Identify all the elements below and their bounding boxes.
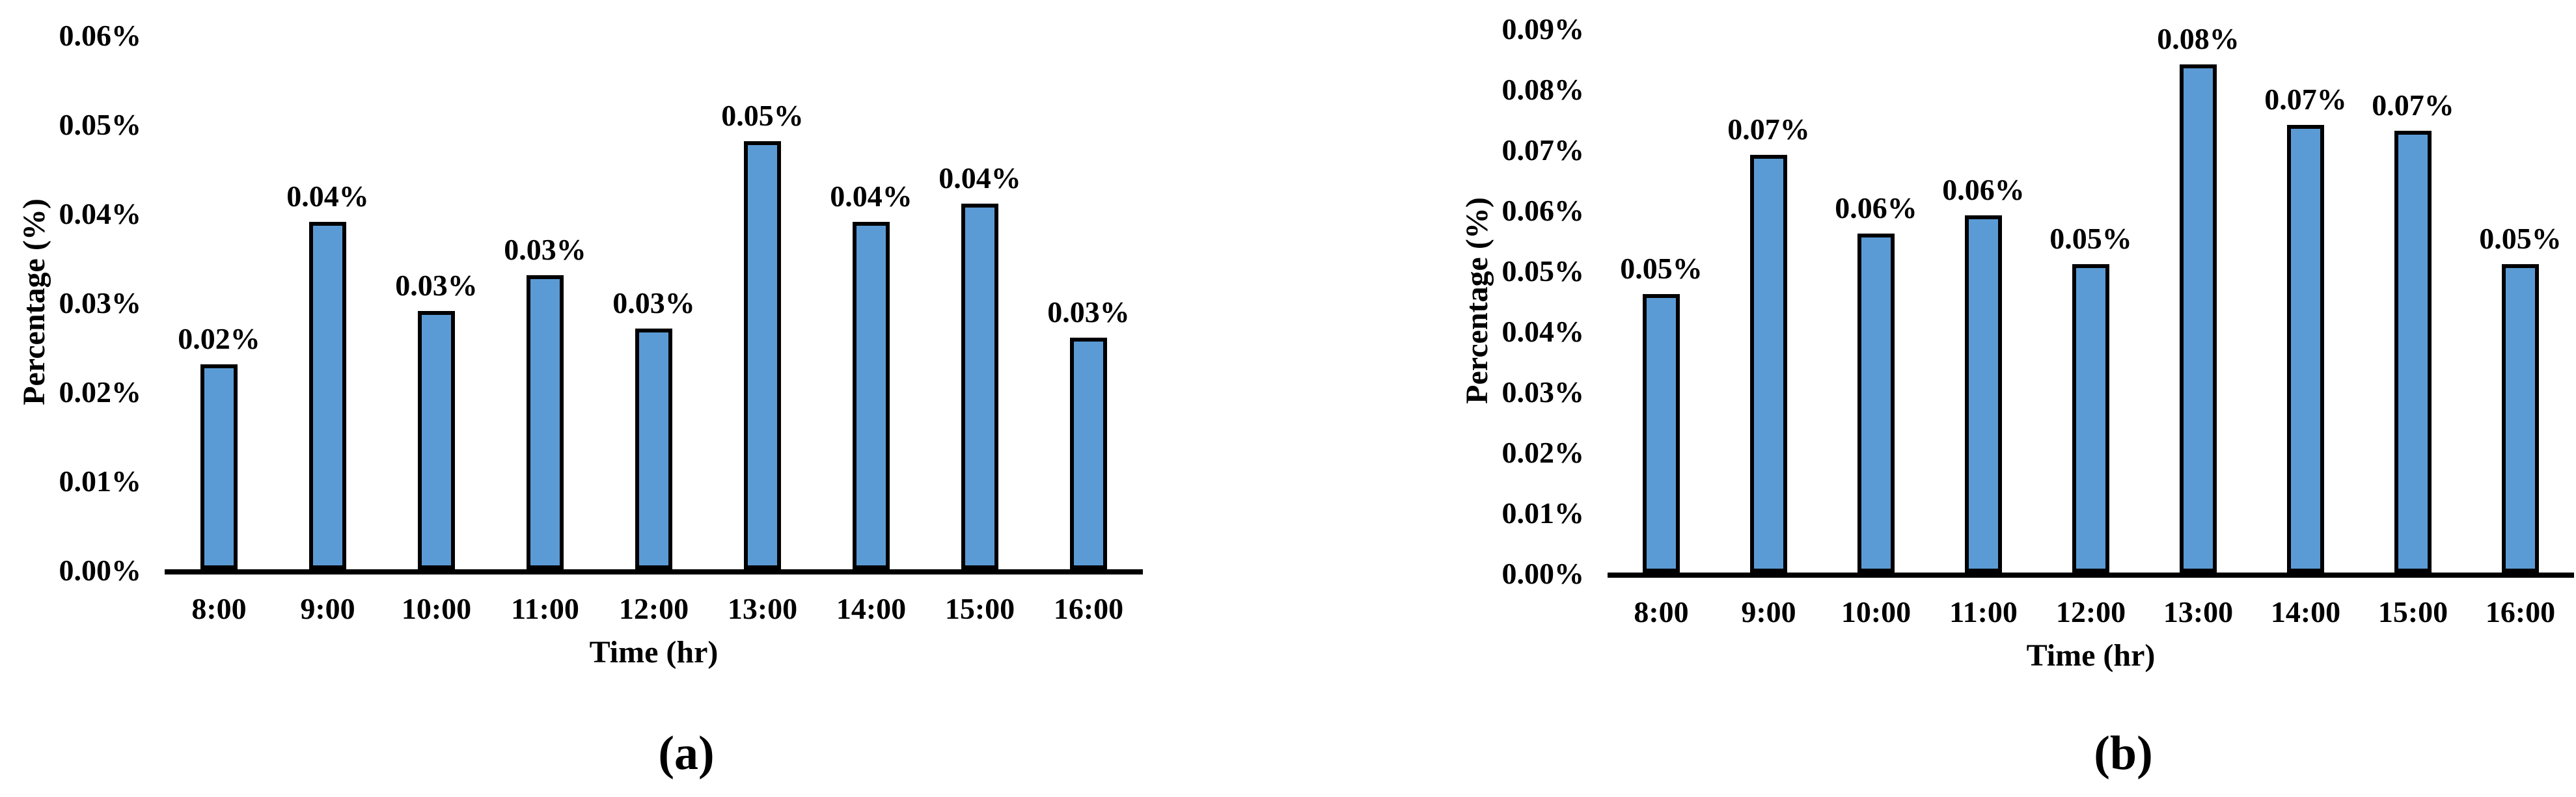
bar-value-label: 0.07% bbox=[1727, 113, 1810, 146]
bar-value-label: 0.04% bbox=[939, 161, 1021, 195]
bar bbox=[1857, 234, 1895, 573]
y-tick-label: 0.00% bbox=[1501, 557, 1585, 590]
x-tick-label: 13:00 bbox=[2163, 595, 2234, 628]
x-tick-label: 10:00 bbox=[1841, 595, 1911, 628]
x-tick-label: 8:00 bbox=[191, 592, 247, 625]
x-axis-title: Time (hr) bbox=[2026, 638, 2156, 673]
x-tick-label: 14:00 bbox=[836, 592, 907, 625]
bar bbox=[2072, 264, 2109, 573]
y-tick-label: 0.04% bbox=[1501, 315, 1585, 348]
bar-value-label: 0.05% bbox=[721, 99, 804, 132]
y-tick-label: 0.03% bbox=[1501, 375, 1585, 409]
y-tick-label: 0.09% bbox=[1501, 12, 1585, 46]
bar bbox=[961, 204, 998, 569]
bar bbox=[2502, 264, 2539, 573]
panel-caption: (b) bbox=[2094, 727, 2153, 780]
y-tick-label: 0.02% bbox=[1501, 436, 1585, 469]
y-tick-label: 0.03% bbox=[59, 286, 142, 319]
x-tick-label: 16:00 bbox=[1053, 592, 1124, 625]
panel-caption: (a) bbox=[658, 727, 715, 780]
bar bbox=[1643, 294, 1680, 573]
y-tick-label: 0.07% bbox=[1501, 133, 1585, 167]
x-tick-label: 11:00 bbox=[1949, 595, 2018, 628]
bar-value-label: 0.08% bbox=[2157, 22, 2240, 55]
x-tick-label: 13:00 bbox=[727, 592, 798, 625]
x-tick-label: 9:00 bbox=[1741, 595, 1796, 628]
y-tick-label: 0.06% bbox=[59, 19, 142, 52]
bar-value-label: 0.05% bbox=[1620, 252, 1703, 285]
bar-value-label: 0.03% bbox=[612, 286, 695, 319]
bar bbox=[309, 222, 346, 569]
bar bbox=[1965, 215, 2002, 573]
x-tick-label: 12:00 bbox=[618, 592, 689, 625]
bar bbox=[744, 141, 781, 569]
x-tick-label: 9:00 bbox=[300, 592, 355, 625]
bar-value-label: 0.05% bbox=[2049, 222, 2132, 255]
x-axis-line bbox=[165, 569, 1143, 574]
bar bbox=[853, 222, 890, 569]
x-tick-label: 10:00 bbox=[401, 592, 472, 625]
bar bbox=[2180, 64, 2217, 573]
y-tick-label: 0.01% bbox=[1501, 496, 1585, 530]
bar bbox=[2394, 131, 2432, 573]
x-tick-label: 14:00 bbox=[2270, 595, 2341, 628]
bar-value-label: 0.06% bbox=[1942, 173, 2025, 206]
x-tick-label: 11:00 bbox=[511, 592, 579, 625]
y-axis-title: Percentage (%) bbox=[1460, 196, 1494, 404]
y-tick-label: 0.04% bbox=[59, 197, 142, 230]
x-axis-line bbox=[1608, 573, 2574, 578]
y-tick-label: 0.01% bbox=[59, 465, 142, 498]
bar-value-label: 0.04% bbox=[286, 180, 369, 213]
bar-value-label: 0.03% bbox=[395, 269, 478, 302]
bar bbox=[2287, 125, 2324, 573]
x-tick-label: 15:00 bbox=[944, 592, 1015, 625]
y-tick-label: 0.05% bbox=[59, 108, 142, 141]
y-tick-label: 0.06% bbox=[1501, 194, 1585, 227]
bar bbox=[1750, 155, 1787, 573]
bar-value-label: 0.03% bbox=[1047, 295, 1130, 329]
bar bbox=[418, 311, 455, 569]
x-axis-title: Time (hr) bbox=[589, 635, 719, 669]
bar bbox=[635, 329, 672, 569]
x-tick-label: 15:00 bbox=[2377, 595, 2448, 628]
y-tick-label: 0.02% bbox=[59, 375, 142, 409]
bar bbox=[527, 275, 564, 569]
y-tick-label: 0.00% bbox=[59, 554, 142, 587]
bar bbox=[200, 364, 238, 569]
bar-value-label: 0.05% bbox=[2479, 222, 2562, 255]
y-tick-label: 0.08% bbox=[1501, 73, 1585, 106]
bar-value-label: 0.06% bbox=[1835, 191, 1917, 224]
bar-value-label: 0.07% bbox=[2372, 88, 2454, 122]
y-tick-label: 0.05% bbox=[1501, 254, 1585, 288]
bar-value-label: 0.04% bbox=[830, 180, 912, 213]
bar bbox=[1070, 338, 1107, 569]
x-tick-label: 16:00 bbox=[2485, 595, 2556, 628]
x-tick-label: 12:00 bbox=[2055, 595, 2126, 628]
bar-value-label: 0.07% bbox=[2264, 83, 2347, 116]
x-tick-label: 8:00 bbox=[1634, 595, 1689, 628]
bar-value-label: 0.02% bbox=[178, 322, 260, 355]
bar-value-label: 0.03% bbox=[504, 233, 586, 266]
